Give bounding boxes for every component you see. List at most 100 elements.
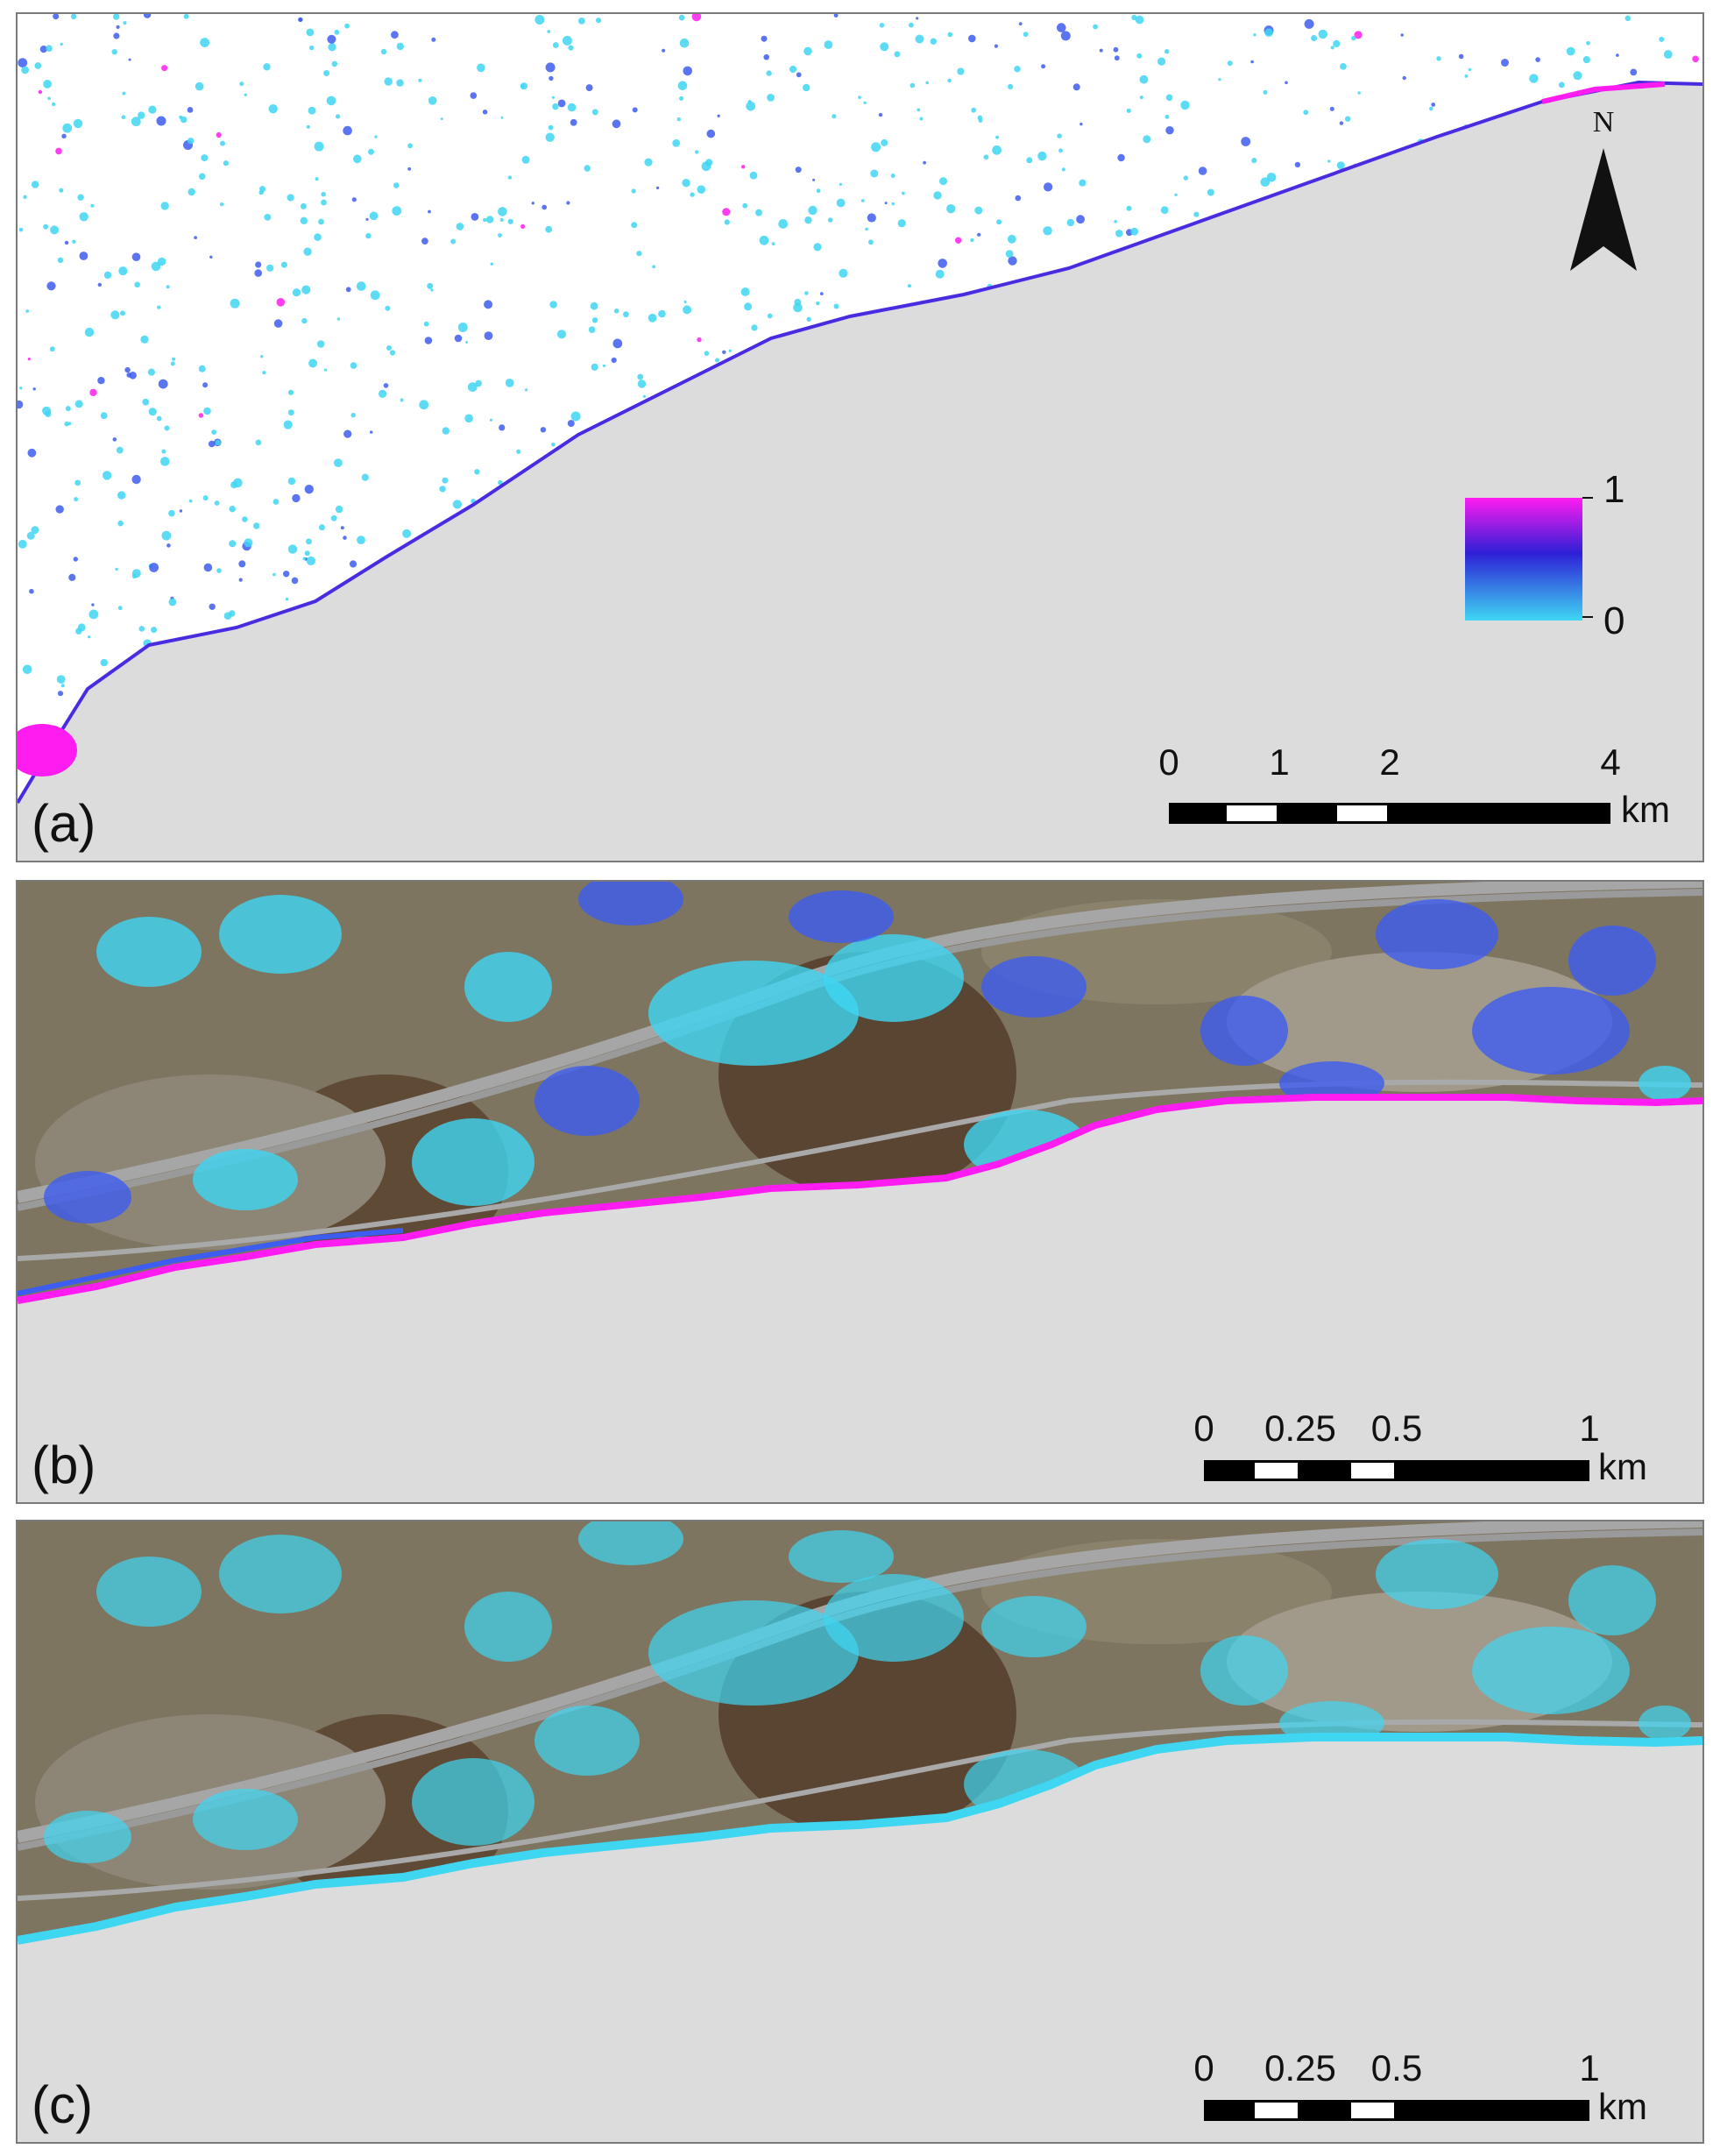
hazard-pixel bbox=[166, 543, 171, 548]
hazard-pixel bbox=[1340, 63, 1347, 70]
hazard-pixel bbox=[545, 132, 555, 142]
hazard-pixel bbox=[467, 382, 478, 392]
hazard-pixel bbox=[138, 111, 145, 119]
hazard-region bbox=[648, 1600, 859, 1706]
hazard-region bbox=[534, 1706, 640, 1776]
hazard-pixel bbox=[336, 114, 341, 119]
hazard-pixel bbox=[793, 302, 803, 313]
hazard-pixel bbox=[994, 44, 998, 48]
hazard-pixel bbox=[531, 202, 534, 205]
hazard-pixel bbox=[64, 240, 69, 245]
hazard-pixel bbox=[1436, 56, 1441, 61]
scale-tick: 0.5 bbox=[1370, 1408, 1423, 1449]
hazard-pixel bbox=[551, 96, 555, 99]
hazard-pixel bbox=[1061, 167, 1065, 172]
scale-tick: 0 bbox=[1193, 2047, 1214, 2089]
hazard-region bbox=[193, 1789, 298, 1850]
hazard-pixel bbox=[695, 150, 699, 154]
hazard-pixel bbox=[1143, 135, 1151, 144]
hazard-pixel bbox=[1573, 71, 1582, 81]
hazard-pixel bbox=[551, 443, 556, 447]
hazard-pixel bbox=[280, 261, 287, 268]
hazard-pixel bbox=[126, 372, 131, 378]
hazard-pixel bbox=[454, 334, 463, 343]
hazard-pixel bbox=[475, 379, 482, 387]
hazard-pixel bbox=[880, 42, 889, 52]
hazard-pixel bbox=[1066, 218, 1075, 227]
hazard-pixel bbox=[816, 301, 820, 306]
hazard-pixel bbox=[833, 14, 839, 18]
legend-max-label: 1 bbox=[1603, 468, 1625, 511]
hazard-pixel bbox=[292, 288, 301, 297]
hazard-pixel bbox=[484, 331, 493, 340]
hazard-pixel bbox=[77, 194, 84, 201]
hazard-pixel bbox=[46, 45, 53, 52]
hazard-pixel bbox=[1131, 14, 1137, 21]
hazard-pixel bbox=[1079, 122, 1083, 126]
hazard-region bbox=[193, 1149, 298, 1210]
hazard-pixel bbox=[118, 266, 128, 276]
hazard-pixel bbox=[677, 81, 688, 91]
hazard-pixel bbox=[1345, 116, 1351, 122]
hazard-region bbox=[96, 1557, 202, 1627]
hazard-pixel bbox=[202, 495, 209, 501]
hazard-pixel bbox=[43, 223, 49, 230]
hazard-pixel bbox=[520, 84, 525, 89]
hazard-pixel bbox=[331, 60, 338, 67]
hazard-pixel bbox=[767, 313, 773, 319]
hazard-pixel bbox=[868, 239, 874, 245]
hazard-pixel bbox=[1079, 179, 1087, 187]
hazard-pixel bbox=[879, 23, 885, 28]
hazard-pixel bbox=[611, 357, 617, 364]
hazard-pixel bbox=[1008, 256, 1017, 266]
hazard-pixel bbox=[424, 337, 433, 344]
hazard-pixel bbox=[1072, 83, 1080, 91]
hazard-pixel bbox=[484, 300, 493, 309]
north-label: N bbox=[1592, 106, 1615, 138]
hazard-region bbox=[789, 1530, 894, 1583]
hazard-pixel bbox=[365, 217, 369, 221]
hazard-pixel bbox=[549, 301, 557, 309]
hazard-pixel bbox=[143, 14, 152, 18]
hazard-pixel bbox=[53, 14, 60, 20]
scale-segment bbox=[1224, 803, 1279, 824]
hazard-pixel bbox=[1157, 57, 1166, 66]
hazard-pixel bbox=[925, 81, 929, 85]
hazard-pixel bbox=[977, 232, 981, 237]
hazard-region bbox=[1376, 899, 1498, 969]
hazard-pixel bbox=[819, 292, 824, 295]
hazard-pixel bbox=[890, 174, 895, 178]
hazard-pixel bbox=[1333, 39, 1341, 47]
hazard-pixel bbox=[308, 358, 318, 368]
hazard-pixel bbox=[336, 317, 341, 321]
scale-tick: 2 bbox=[1379, 741, 1400, 783]
hazard-pixel bbox=[57, 691, 64, 697]
hazard-pixel bbox=[1060, 31, 1071, 41]
hazard-region bbox=[534, 1066, 640, 1136]
hazard-pixel bbox=[343, 535, 347, 540]
hazard-pixel bbox=[947, 32, 953, 38]
hazard-pixel bbox=[172, 357, 176, 361]
hazard-pixel bbox=[396, 42, 404, 51]
hazard-pixel bbox=[428, 96, 437, 105]
hazard-pixel bbox=[1263, 89, 1268, 95]
hazard-pixel bbox=[156, 116, 166, 126]
hazard-pixel bbox=[881, 138, 888, 146]
hazard-pixel bbox=[1558, 82, 1565, 89]
hazard-pixel bbox=[636, 251, 642, 257]
hazard-pixel bbox=[400, 398, 404, 402]
hazard-pixel bbox=[161, 65, 168, 72]
hazard-pixel bbox=[894, 51, 901, 58]
hazard-pixel bbox=[292, 493, 301, 503]
hazard-region bbox=[648, 961, 859, 1066]
hazard-pixel bbox=[350, 413, 356, 418]
hazard-pixel bbox=[122, 91, 126, 96]
hazard-pixel bbox=[1018, 22, 1023, 25]
hazard-pixel bbox=[803, 83, 810, 92]
hazard-pixel bbox=[22, 664, 32, 675]
hazard-region bbox=[1568, 926, 1656, 996]
hazard-pixel bbox=[161, 530, 172, 541]
hazard-pixel bbox=[596, 18, 602, 24]
scale-segment bbox=[1390, 803, 1610, 824]
hazard-pixel bbox=[540, 427, 547, 433]
